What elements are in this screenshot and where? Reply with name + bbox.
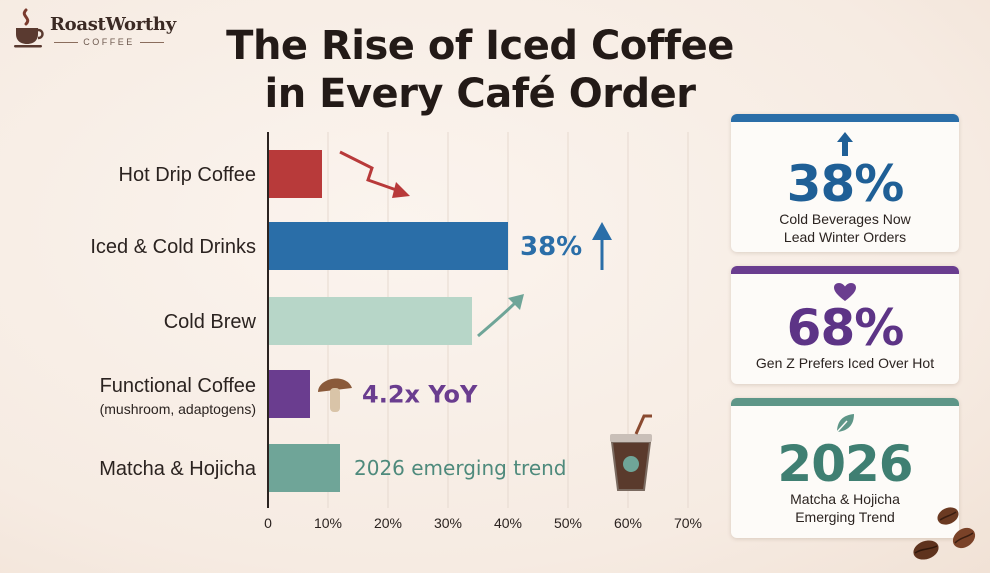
coffee-beans-icon — [913, 507, 976, 560]
card-value: 2026 — [777, 435, 913, 493]
brand-logo: RoastWorthy COFFEE — [12, 8, 176, 52]
cup-lid — [610, 434, 652, 442]
title-line-1: The Rise of Iced Coffee — [226, 23, 734, 69]
stat-card-matcha: 2026 Matcha & Hojicha Emerging Trend — [731, 398, 959, 538]
up-arrowhead-icon — [592, 222, 612, 240]
data-label: 4.2x YoY — [362, 380, 478, 408]
bar — [269, 297, 472, 345]
x-tick-label: 10% — [314, 515, 342, 531]
card-accent-bar — [731, 398, 959, 406]
x-tick-label: 0 — [264, 515, 272, 531]
bar — [269, 222, 508, 270]
data-label: 38% — [520, 232, 582, 262]
rising-trend-arrow-icon — [477, 300, 518, 338]
category-label: Hot Drip Coffee — [119, 164, 256, 186]
up-arrow-icon — [837, 132, 853, 156]
card-value: 38% — [786, 155, 905, 213]
leaf-icon — [836, 414, 854, 433]
heart-icon — [834, 283, 856, 301]
card-label-line-1: Gen Z Prefers Iced Over Hot — [755, 355, 935, 371]
stat-card-gen-z: 68% Gen Z Prefers Iced Over Hot — [731, 266, 959, 384]
category-label: Iced & Cold Drinks — [90, 236, 256, 258]
mushroom-icon — [318, 378, 352, 392]
category-label: Functional Coffee — [100, 375, 256, 397]
coffee-cup-icon — [14, 8, 44, 48]
data-label: 2026 emerging trend — [354, 456, 567, 480]
cup-straw — [634, 414, 652, 435]
brand-name: RoastWorthy — [50, 14, 176, 35]
down-trend-arrow-icon — [339, 150, 403, 194]
page-title: The Rise of Iced Coffee in Every Café Or… — [160, 22, 800, 118]
card-label-line-2: Lead Winter Orders — [783, 229, 907, 245]
card-accent-bar — [731, 114, 959, 122]
title-line-2: in Every Café Order — [264, 71, 696, 117]
x-tick-label: 30% — [434, 515, 462, 531]
card-label-line-1: Matcha & Hojicha — [790, 491, 900, 507]
category-label: Cold Brew — [164, 311, 257, 333]
mushroom-stem — [330, 388, 340, 412]
card-accent-bar — [731, 266, 959, 274]
x-tick-label: 20% — [374, 515, 402, 531]
card-value: 68% — [786, 299, 905, 357]
x-tick-label: 60% — [614, 515, 642, 531]
bar — [269, 150, 322, 198]
brand-subtitle: COFFEE — [50, 37, 168, 47]
card-label-line-2: Emerging Trend — [795, 509, 895, 525]
check-badge-icon — [623, 456, 639, 472]
x-tick-label: 40% — [494, 515, 522, 531]
rising-trend-arrowhead-icon — [508, 294, 524, 310]
category-label: Matcha & Hojicha — [99, 458, 257, 480]
bar — [269, 444, 340, 492]
bar — [269, 370, 310, 418]
stat-card-cold-beverages: 38% Cold Beverages Now Lead Winter Order… — [731, 114, 959, 252]
bar-chart: 0 10% 20% 30% 40% 50% 60% 70% Hot Drip Coffee Ice… — [90, 132, 702, 531]
x-tick-label: 50% — [554, 515, 582, 531]
category-sublabel: (mushroom, adaptogens) — [100, 401, 256, 417]
down-trend-arrowhead-icon — [392, 182, 410, 198]
card-label-line-1: Cold Beverages Now — [779, 211, 911, 227]
x-tick-label: 70% — [674, 515, 702, 531]
